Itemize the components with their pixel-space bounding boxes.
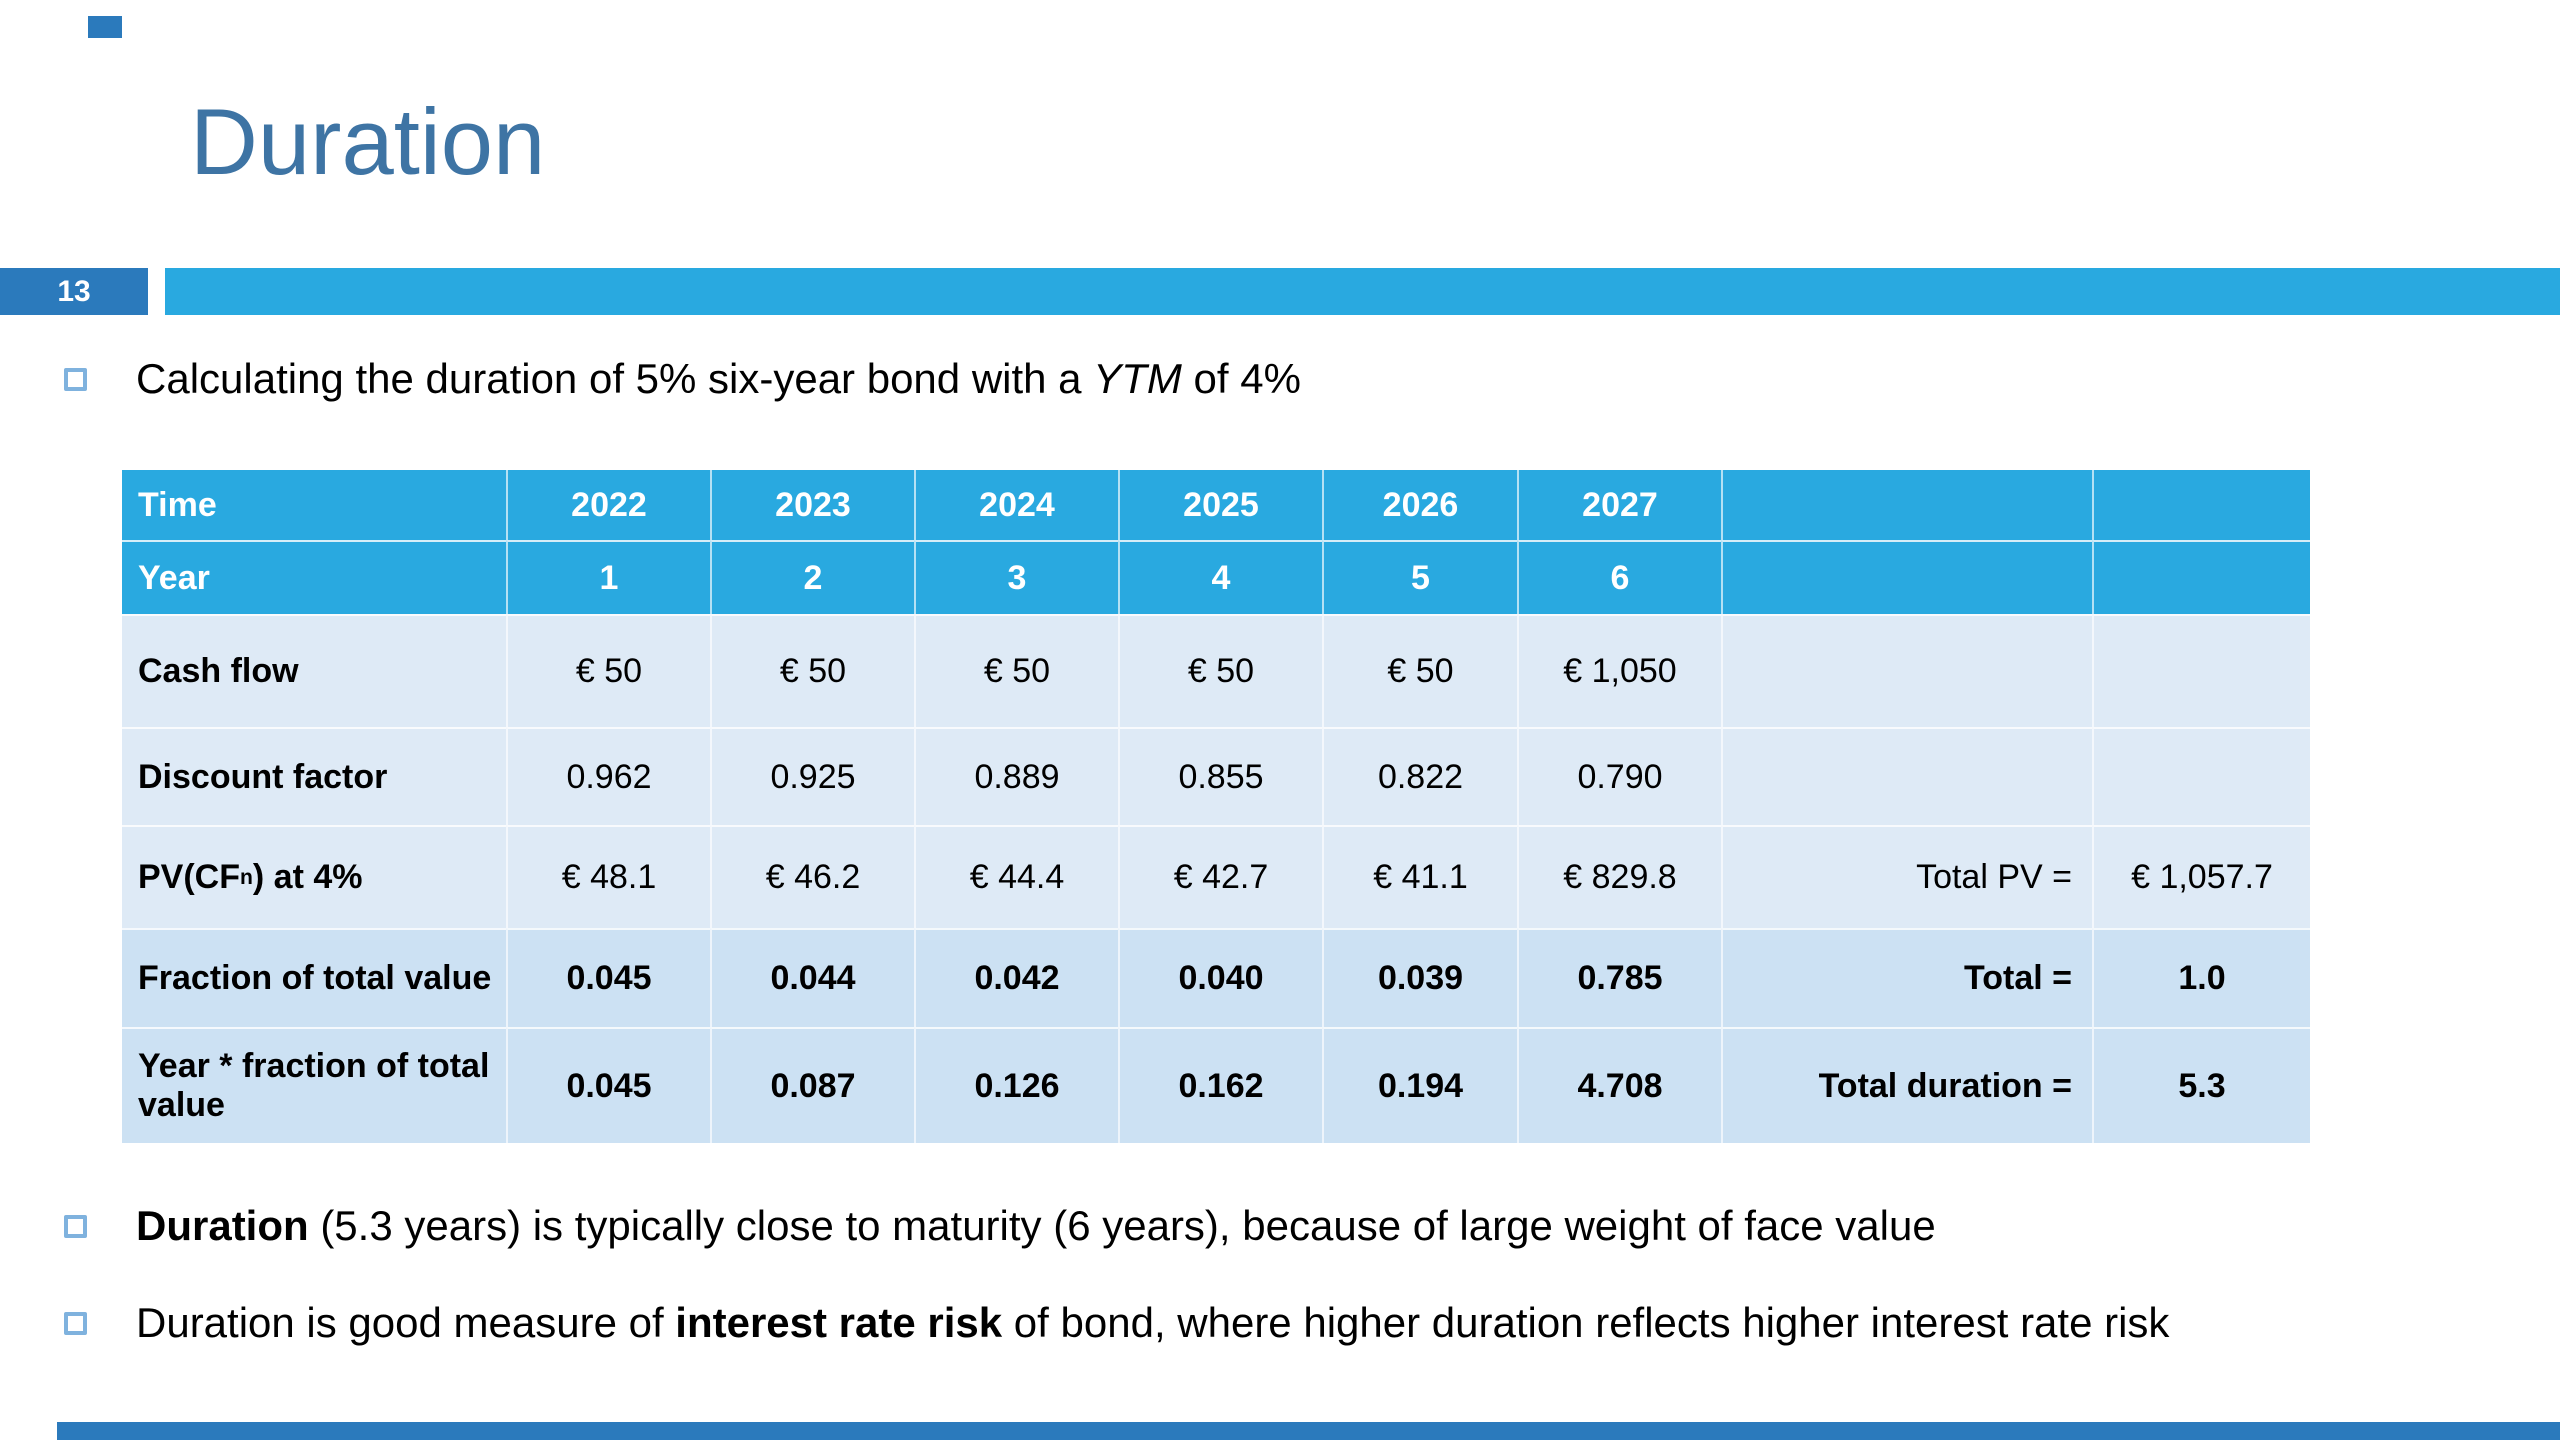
row-label: Fraction of total value (122, 928, 506, 1027)
cell: € 50 (914, 614, 1118, 727)
top-accent-square (88, 16, 122, 38)
table-year-row: Year 1 2 3 4 5 6 (122, 540, 2310, 614)
cell: € 50 (506, 614, 710, 727)
header-cell-time: Time (122, 470, 506, 540)
header-cell-year: 2022 (506, 470, 710, 540)
pv-label-sub: n (240, 865, 253, 889)
cell: € 48.1 (506, 825, 710, 928)
bullet-item-intro: Calculating the duration of 5% six-year … (64, 358, 1301, 400)
bullet3-post: of bond, where higher duration reflects … (1002, 1299, 2170, 1346)
row-label: Cash flow (122, 614, 506, 727)
year-cell: 4 (1118, 540, 1322, 614)
cell: 0.126 (914, 1027, 1118, 1143)
header-cell-empty (2092, 470, 2310, 540)
header-cell-empty (1721, 470, 2092, 540)
total-duration-label: Total duration = (1721, 1027, 2092, 1143)
header-cell-year: 2024 (914, 470, 1118, 540)
cell: 0.785 (1517, 928, 1721, 1027)
table-row-cash-flow: Cash flow € 50 € 50 € 50 € 50 € 50 € 1,0… (122, 614, 2310, 727)
bottom-accent-bar (57, 1422, 2560, 1440)
year-cell: 6 (1517, 540, 1721, 614)
cell: 0.925 (710, 727, 914, 825)
cell: 0.040 (1118, 928, 1322, 1027)
cell: 0.087 (710, 1027, 914, 1143)
cell: 0.962 (506, 727, 710, 825)
cell: 0.045 (506, 928, 710, 1027)
duration-table: Time 2022 2023 2024 2025 2026 2027 Year … (122, 470, 2310, 1143)
bullet2-rest: (5.3 years) is typically close to maturi… (308, 1202, 1936, 1249)
year-cell: 3 (914, 540, 1118, 614)
bullet3-pre: Duration is good measure of (136, 1299, 676, 1346)
year-cell: 5 (1322, 540, 1517, 614)
bullet-square-icon (64, 1311, 87, 1335)
bullet-item-duration: Duration (5.3 years) is typically close … (64, 1205, 1936, 1247)
bullet-text: Calculating the duration of 5% six-year … (136, 358, 1301, 400)
pv-label-pre: PV(CF (138, 858, 240, 896)
total-value-cell (2092, 614, 2310, 727)
year-cell: 2 (710, 540, 914, 614)
cell: € 46.2 (710, 825, 914, 928)
total-label-cell (1721, 727, 2092, 825)
bullet1-pre: Calculating the duration of 5% six-year … (136, 355, 1094, 402)
table-row-fraction: Fraction of total value 0.045 0.044 0.04… (122, 928, 2310, 1027)
total-value-cell (2092, 727, 2310, 825)
header-cell-year: 2025 (1118, 470, 1322, 540)
cell: 0.889 (914, 727, 1118, 825)
cell: 0.822 (1322, 727, 1517, 825)
cell: 0.790 (1517, 727, 1721, 825)
cell: € 50 (1118, 614, 1322, 727)
header-cell-year: 2023 (710, 470, 914, 540)
cell: 0.042 (914, 928, 1118, 1027)
cell: € 44.4 (914, 825, 1118, 928)
row-label: Discount factor (122, 727, 506, 825)
cell: € 42.7 (1118, 825, 1322, 928)
bullet3-bold: interest rate risk (675, 1299, 1003, 1346)
total-pv-value: € 1,057.7 (2092, 825, 2310, 928)
accent-bar (165, 268, 2560, 315)
pv-label-post: ) at 4% (252, 858, 363, 896)
bullet-item-risk: Duration is good measure of interest rat… (64, 1302, 2169, 1344)
total-label-cell (1721, 614, 2092, 727)
bullet2-bold: Duration (136, 1202, 309, 1249)
total-label: Total = (1721, 928, 2092, 1027)
total-value: 1.0 (2092, 928, 2310, 1027)
page-number-badge: 13 (0, 268, 148, 315)
year-cell-empty (1721, 540, 2092, 614)
cell: 0.855 (1118, 727, 1322, 825)
bullet-text: Duration is good measure of interest rat… (136, 1302, 2169, 1344)
cell: € 41.1 (1322, 825, 1517, 928)
page-number: 13 (57, 274, 91, 308)
bullet-square-icon (64, 367, 87, 391)
row-label: Year * fraction of total value (122, 1027, 506, 1143)
table-header-row: Time 2022 2023 2024 2025 2026 2027 (122, 470, 2310, 540)
page-title: Duration (190, 89, 546, 194)
cell: € 829.8 (1517, 825, 1721, 928)
bullet-square-icon (64, 1214, 87, 1238)
cell: 0.044 (710, 928, 914, 1027)
cell: 0.045 (506, 1027, 710, 1143)
year-cell: 1 (506, 540, 710, 614)
row-label: PV(CF n) at 4% (122, 825, 506, 928)
table-row-year-fraction: Year * fraction of total value 0.045 0.0… (122, 1027, 2310, 1143)
cell: € 1,050 (1517, 614, 1721, 727)
table-row-pv: PV(CF n) at 4% € 48.1 € 46.2 € 44.4 € 42.… (122, 825, 2310, 928)
cell: € 50 (1322, 614, 1517, 727)
table-row-discount-factor: Discount factor 0.962 0.925 0.889 0.855 … (122, 727, 2310, 825)
header-cell-year: 2027 (1517, 470, 1721, 540)
year-row-label: Year (122, 540, 506, 614)
year-cell-empty (2092, 540, 2310, 614)
total-pv-label: Total PV = (1721, 825, 2092, 928)
bullet-text: Duration (5.3 years) is typically close … (136, 1205, 1936, 1247)
cell: 0.162 (1118, 1027, 1322, 1143)
cell: € 50 (710, 614, 914, 727)
bullet1-post: of 4% (1181, 355, 1301, 402)
total-duration-value: 5.3 (2092, 1027, 2310, 1143)
cell: 4.708 (1517, 1027, 1721, 1143)
header-cell-year: 2026 (1322, 470, 1517, 540)
bullet1-italic: YTM (1093, 355, 1182, 402)
cell: 0.039 (1322, 928, 1517, 1027)
cell: 0.194 (1322, 1027, 1517, 1143)
